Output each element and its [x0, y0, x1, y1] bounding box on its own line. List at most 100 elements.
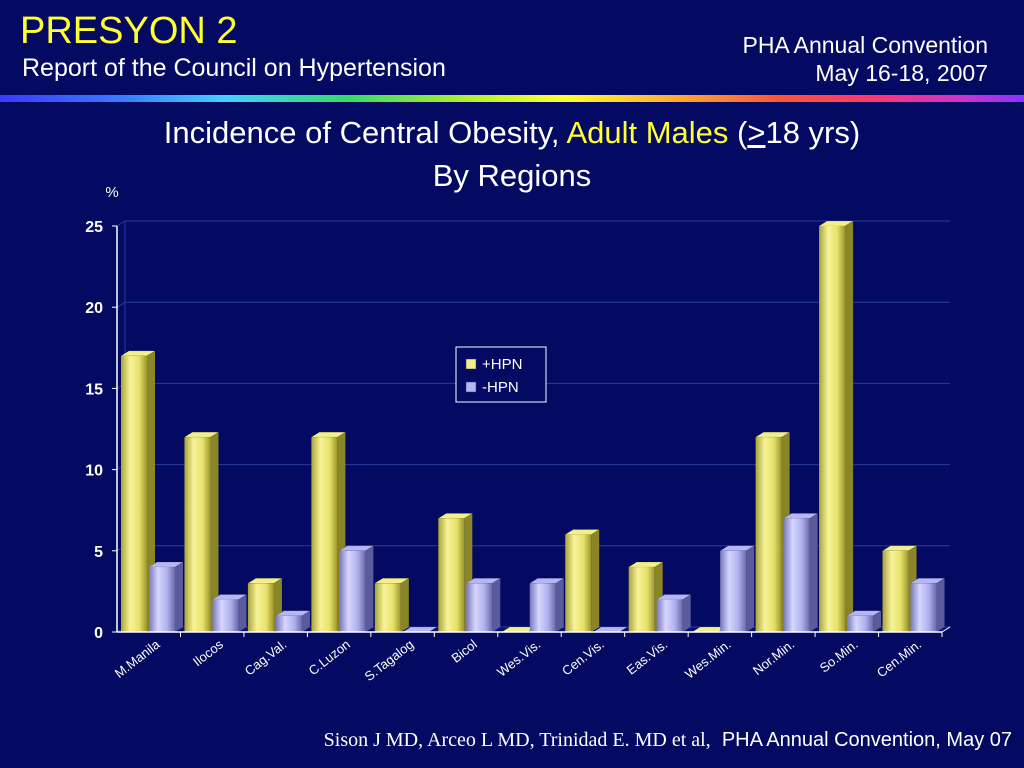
y-axis: 0 5 10 15 20 25 — [85, 219, 118, 642]
bar-front — [882, 550, 909, 632]
footer-citation: Sison J MD, Arceo L MD, Trinidad E. MD e… — [324, 729, 1012, 752]
bar-hpn-pos — [183, 431, 220, 632]
x-axis: M.Manila Ilocos Cag.Val. C.Luzon S.Tagalog Bi… — [112, 626, 951, 684]
x-tick-label: C.Luzon — [306, 637, 353, 679]
bar-hpn-neg — [211, 594, 248, 632]
bar-side — [845, 221, 854, 632]
bar-front — [565, 534, 592, 632]
bar-front — [847, 615, 874, 632]
bar-front — [247, 583, 274, 632]
convention-name: PHA Annual Convention — [742, 32, 988, 58]
bar-hpn-neg — [275, 610, 311, 632]
bar-front — [783, 518, 810, 632]
bar-side — [400, 578, 409, 632]
bar-front — [311, 437, 338, 632]
legend: +HPN -HPN — [455, 346, 547, 403]
bar-hpn-neg — [465, 578, 502, 632]
bar-hpn-neg — [909, 578, 946, 632]
bar-hpn-pos — [818, 220, 854, 632]
bar-hpn-pos — [564, 529, 601, 632]
x-tick-label: Cen.Min. — [874, 637, 924, 681]
y-axis-unit-label: % — [105, 184, 118, 201]
chart-title-line1: Incidence of Central Obesity, Adult Male… — [0, 117, 1024, 148]
bar-front — [121, 355, 147, 632]
chart-title-ge-symbol: > — [747, 115, 766, 150]
x-tick-label: Bicol — [448, 636, 480, 665]
y-tick-label: 10 — [85, 463, 103, 480]
bar-front — [466, 583, 493, 632]
legend-swatch — [465, 381, 477, 393]
presentation-title: PRESYON 2 — [20, 10, 238, 52]
bar-hpn-pos — [247, 578, 283, 632]
y-tick-label: 5 — [94, 544, 103, 561]
bar-hpn-neg — [338, 545, 375, 632]
bar-hpn-neg — [782, 513, 819, 632]
footer-authors: Sison J MD, Arceo L MD, Trinidad E. MD e… — [323, 729, 711, 751]
x-axis-depth — [941, 626, 951, 633]
bar-side — [238, 594, 247, 632]
bar-side — [873, 610, 882, 632]
bar-front — [529, 583, 556, 632]
bar-front — [184, 437, 211, 632]
chart-title-highlight: Adult Males — [566, 115, 729, 150]
x-tick-label: Ilocos — [190, 636, 226, 669]
bar-side — [147, 350, 155, 632]
bar-hpn-pos — [120, 350, 156, 632]
x-tick-label: Cen.Vis. — [559, 637, 607, 679]
y-tick-label: 15 — [85, 381, 103, 398]
bar-front — [374, 583, 401, 632]
gridline-depth — [116, 301, 126, 308]
bar-front — [339, 550, 366, 632]
x-tick-label: M.Manila — [112, 636, 163, 681]
chart-title-part3: 18 yrs) — [765, 115, 861, 150]
bar-hpn-neg — [148, 561, 184, 632]
bar-hpn-neg — [528, 578, 565, 632]
bar-hpn-neg — [846, 610, 882, 632]
bar-side — [365, 545, 374, 632]
bar-front — [755, 437, 782, 632]
bar-front — [628, 567, 655, 632]
legend-label: -HPN — [482, 379, 519, 396]
x-tick-label: So.Min. — [817, 637, 861, 676]
gridline-depth — [116, 220, 126, 227]
bar-front — [438, 518, 465, 632]
bar-side — [746, 545, 755, 632]
x-tick-label: Eas.Vis. — [624, 637, 671, 678]
chart-title-part2: ( — [728, 115, 748, 150]
legend-swatch — [465, 358, 477, 370]
legend-label: +HPN — [482, 356, 522, 373]
x-tick-label: Cag.Val. — [242, 637, 290, 679]
bar-front — [720, 550, 747, 632]
chart-title-line2: By Regions — [432, 158, 592, 193]
bar-front — [656, 599, 683, 632]
bar-side — [175, 562, 183, 632]
bar-side — [809, 513, 818, 632]
bar-hpn-neg — [655, 594, 692, 632]
y-tick-label: 25 — [85, 219, 103, 236]
convention-date: May 16-18, 2007 — [815, 60, 988, 86]
bar-hpn-neg — [719, 545, 756, 632]
bar-front — [275, 615, 302, 632]
chart-title-part1: Incidence of Central Obesity, — [163, 115, 567, 150]
bar-front — [149, 567, 175, 632]
x-tick-label: S.Tagalog — [362, 637, 417, 684]
y-tick-label: 20 — [85, 300, 103, 317]
bar-series — [120, 220, 946, 633]
bar-side — [936, 578, 945, 632]
bar-front — [910, 583, 937, 632]
bar-side — [555, 578, 564, 632]
bar-side — [682, 594, 691, 632]
y-tick-label: 0 — [94, 625, 103, 642]
rainbow-divider — [0, 95, 1024, 102]
x-tick-label: Wes.Min. — [682, 637, 734, 682]
x-tick-label: Wes.Vis. — [494, 637, 543, 680]
bar-front — [819, 226, 846, 632]
bar-side — [301, 610, 310, 632]
footer-convention: PHA Annual Convention, May 07 — [721, 729, 1012, 751]
bar-side — [492, 578, 501, 632]
bar-side — [210, 432, 219, 632]
presentation-subtitle: Report of the Council on Hypertension — [22, 54, 446, 82]
bar-hpn-pos — [373, 578, 410, 632]
legend-box — [455, 346, 547, 403]
